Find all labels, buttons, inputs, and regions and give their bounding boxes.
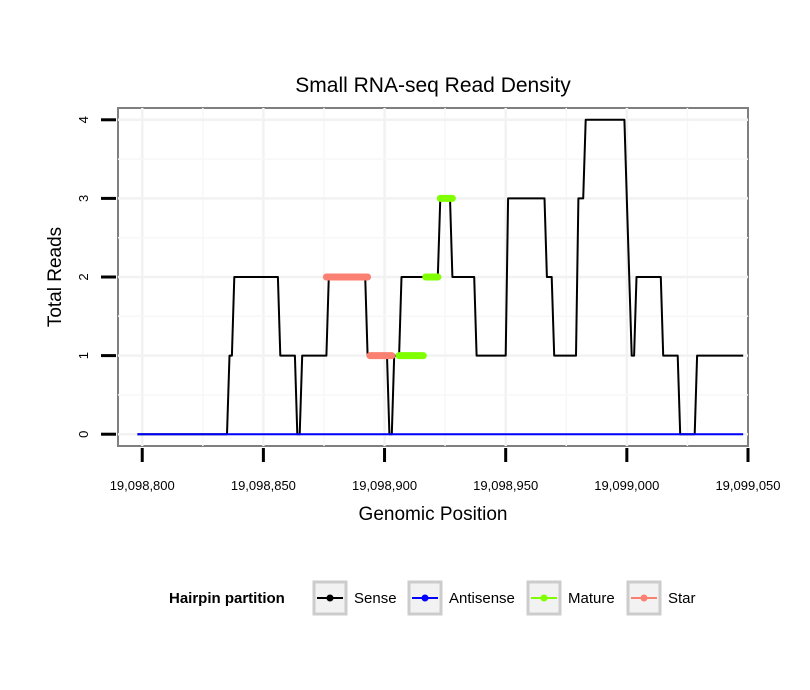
y-tick-label: 0 [76,431,91,438]
legend-label-sense: Sense [354,590,397,607]
legend-dot-sense [326,594,334,602]
chart-title: Small RNA-seq Read Density [295,74,571,97]
y-axis-label: Total Reads [45,227,66,327]
legend-label-antisense: Antisense [449,590,515,607]
y-tick-label: 3 [76,195,91,202]
legend-entry-mature: Mature [526,580,615,616]
legend-dot-antisense [421,594,429,602]
series-layer [137,118,744,436]
legend: Hairpin partition Sense Antisense Mature… [169,580,696,616]
x-tick-label: 19,099,050 [715,478,780,493]
legend-label-star: Star [668,590,696,607]
x-tick-label: 19,098,950 [473,478,538,493]
legend-title: Hairpin partition [169,590,285,607]
y-tick-label: 4 [76,116,91,123]
legend-entry-antisense: Antisense [407,580,515,616]
x-tick-label: 19,098,800 [110,478,175,493]
x-tick-label: 19,098,900 [352,478,417,493]
grid-lines [118,108,748,446]
y-tick-label: 1 [76,352,91,359]
legend-dot-mature [540,594,548,602]
x-tick-label: 19,098,850 [231,478,296,493]
legend-entry-sense: Sense [312,580,397,616]
legend-dot-star [640,594,648,602]
y-tick-label: 2 [76,273,91,280]
legend-label-mature: Mature [568,590,615,607]
x-axis-label: Genomic Position [359,504,508,525]
axes: 19,098,800 19,098,850 19,098,900 19,098,950… [76,116,781,493]
legend-entry-star: Star [626,580,696,616]
x-tick-label: 19,099,000 [594,478,659,493]
